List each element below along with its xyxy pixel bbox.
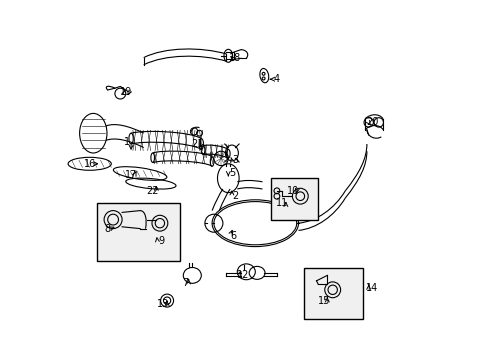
Text: 8: 8 [104, 224, 110, 234]
Text: 12: 12 [236, 270, 248, 280]
Text: 17: 17 [124, 170, 137, 180]
Text: 10: 10 [286, 186, 299, 196]
Text: 1: 1 [124, 137, 130, 147]
Text: 5: 5 [228, 168, 235, 178]
Text: 3: 3 [232, 155, 238, 165]
Text: 15: 15 [317, 296, 329, 306]
Bar [303, 268, 363, 319]
Text: 14: 14 [366, 283, 378, 293]
Text: 16: 16 [83, 159, 96, 169]
Bar [271, 178, 318, 220]
Ellipse shape [262, 77, 264, 80]
Bar [97, 203, 179, 261]
Text: 9: 9 [158, 236, 163, 246]
Text: 21: 21 [191, 139, 203, 149]
Text: 13: 13 [157, 299, 169, 309]
Text: 11: 11 [276, 198, 288, 208]
Text: 18: 18 [229, 53, 241, 63]
Text: 6: 6 [230, 231, 236, 241]
Text: 2: 2 [232, 191, 238, 201]
Text: 22: 22 [146, 186, 159, 196]
Text: 19: 19 [120, 87, 132, 97]
Text: 4: 4 [273, 74, 280, 84]
Text: 20: 20 [366, 117, 378, 127]
Ellipse shape [262, 72, 264, 75]
Text: 7: 7 [182, 278, 188, 288]
